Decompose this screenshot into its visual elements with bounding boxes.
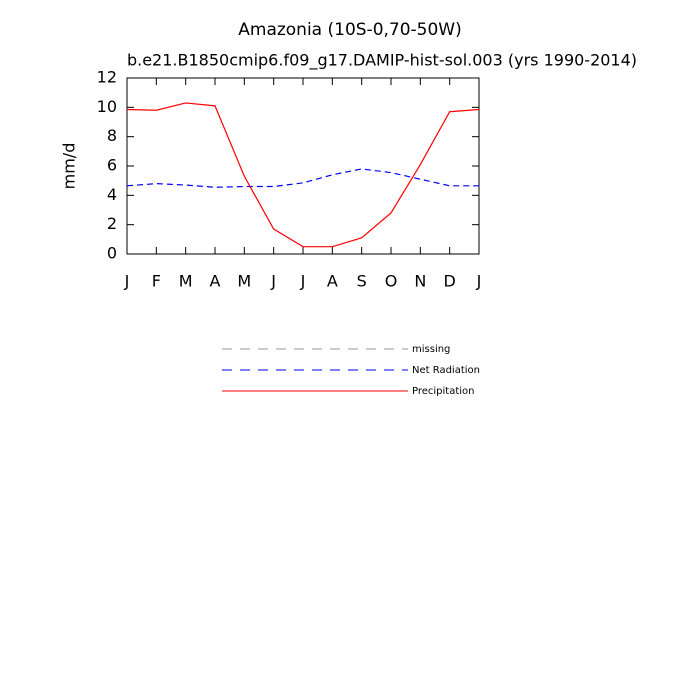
x-tick-label: N bbox=[414, 272, 426, 291]
y-tick-label: 12 bbox=[97, 68, 117, 87]
x-tick-label: M bbox=[237, 272, 251, 291]
x-tick-label: D bbox=[444, 272, 456, 291]
x-tick-label: J bbox=[124, 272, 130, 291]
data-line bbox=[126, 102, 480, 248]
y-tick-label: 8 bbox=[107, 126, 117, 145]
y-tick-label: 2 bbox=[107, 214, 117, 233]
legend-label: missing bbox=[412, 344, 450, 355]
x-tick-label: A bbox=[210, 272, 221, 291]
x-tick-label: A bbox=[327, 272, 338, 291]
y-tick-label: 6 bbox=[107, 156, 117, 175]
chart-title: Amazonia (10S-0,70-50W) bbox=[238, 20, 462, 40]
x-tick-label: F bbox=[152, 272, 161, 291]
y-tick-label: 10 bbox=[97, 97, 117, 116]
x-tick-label: J bbox=[300, 272, 306, 291]
data-line bbox=[126, 168, 479, 188]
y-axis-label: mm/d bbox=[60, 143, 79, 190]
x-tick-label: O bbox=[385, 272, 398, 291]
x-tick-label: S bbox=[357, 272, 367, 291]
y-tick-label: 4 bbox=[107, 185, 117, 204]
legend-label: Precipitation bbox=[412, 386, 475, 397]
x-tick-label: M bbox=[179, 272, 193, 291]
x-tick-label: J bbox=[270, 272, 276, 291]
chart-subtitle: b.e21.B1850cmip6.f09_g17.DAMIP-hist-sol.… bbox=[127, 51, 637, 71]
x-tick-label: J bbox=[476, 272, 482, 291]
legend-label: Net Radiation bbox=[412, 365, 480, 376]
y-tick-label: 0 bbox=[107, 244, 117, 263]
